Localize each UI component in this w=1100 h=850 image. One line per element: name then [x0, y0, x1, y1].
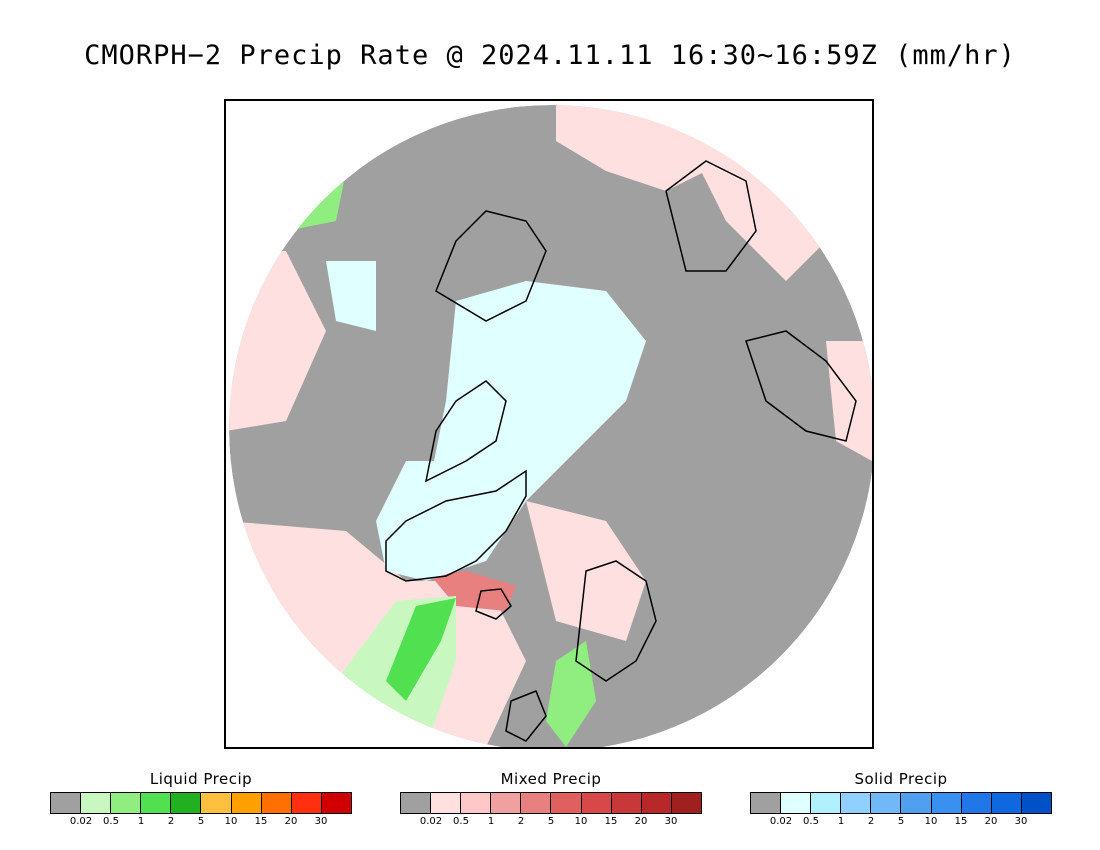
tick-label: 2: [517, 816, 525, 827]
color-swatches: [750, 792, 1052, 814]
swatch-8: [641, 793, 672, 813]
swatch-1: [431, 793, 462, 813]
tick-labels: 0.02 0.5 1 2 5 10 15 20 30: [400, 814, 702, 828]
swatch-1: [781, 793, 812, 813]
liquid-precip-heavy: [386, 598, 456, 701]
swatch-7: [611, 793, 642, 813]
tick-label: 0.02: [69, 816, 93, 827]
swatch-3: [491, 793, 522, 813]
alaska-coast: [435, 210, 547, 322]
swatch-3: [841, 793, 872, 813]
coastlines: [385, 160, 857, 742]
tick-label: 1: [137, 816, 145, 827]
swatch-4: [171, 793, 202, 813]
tick-label: 30: [664, 816, 678, 827]
swatch-6: [231, 793, 262, 813]
tick-label: 0.5: [803, 816, 819, 827]
tick-label: 1: [837, 816, 845, 827]
tick-label: 5: [897, 816, 905, 827]
tick-label: 15: [604, 816, 618, 827]
tick-label: 20: [984, 816, 998, 827]
swatch-4: [871, 793, 902, 813]
tick-label: 20: [634, 816, 648, 827]
legend-liquid: Liquid Precip 0.02 0.5 1 2 5 10 15 20 30: [50, 770, 352, 828]
tick-label: 10: [224, 816, 238, 827]
swatch-6: [931, 793, 962, 813]
swatch-6: [581, 793, 612, 813]
swatch-5: [201, 793, 232, 813]
swatch-5: [901, 793, 932, 813]
arctic-archipelago-coast: [424, 380, 507, 483]
liquid-precip-europe: [546, 641, 596, 747]
british-isles-coast: [505, 690, 547, 742]
swatch-9: [1021, 793, 1051, 813]
tick-label: 1: [487, 816, 495, 827]
swatch-2: [461, 793, 492, 813]
legend-title: Mixed Precip: [500, 770, 602, 788]
chart-title: CMORPH−2 Precip Rate @ 2024.11.11 16:30~…: [84, 40, 1016, 71]
legend-solid: Solid Precip 0.02 0.5 1 2 5 10 15 20 30: [750, 770, 1052, 828]
tick-label: 0.5: [453, 816, 469, 827]
tick-label: 30: [1014, 816, 1028, 827]
tick-label: 20: [284, 816, 298, 827]
tick-label: 2: [867, 816, 875, 827]
swatch-9: [321, 793, 351, 813]
tick-label: 30: [314, 816, 328, 827]
map-disc: [229, 105, 872, 747]
swatch-2: [111, 793, 142, 813]
solid-precip-greenland: [376, 461, 526, 581]
swatch-5: [551, 793, 582, 813]
tick-label: 15: [954, 816, 968, 827]
map-canvas: [229, 105, 872, 747]
tick-labels: 0.02 0.5 1 2 5 10 15 20 30: [750, 814, 1052, 828]
swatch-9: [671, 793, 701, 813]
greenland-coast: [385, 469, 527, 582]
color-swatches: [400, 792, 702, 814]
scandinavia-coast: [575, 560, 657, 682]
tick-label: 10: [574, 816, 588, 827]
mixed-precip-siberia: [826, 341, 872, 461]
tick-label: 5: [197, 816, 205, 827]
polar-precip-map: [224, 99, 874, 749]
tick-label: 0.5: [103, 816, 119, 827]
tick-label: 15: [254, 816, 268, 827]
tick-label: 5: [547, 816, 555, 827]
swatch-2: [811, 793, 842, 813]
siberia-coast: [745, 330, 857, 442]
swatch-7: [961, 793, 992, 813]
legend-title: Liquid Precip: [149, 770, 253, 788]
east-siberia-coast: [665, 160, 757, 272]
swatch-0: [401, 793, 432, 813]
tick-label: 0.02: [419, 816, 443, 827]
tick-label: 2: [167, 816, 175, 827]
tick-label: 0.02: [769, 816, 793, 827]
swatch-8: [291, 793, 322, 813]
iceland-coast: [475, 588, 512, 620]
swatch-1: [81, 793, 112, 813]
legend-mixed: Mixed Precip 0.02 0.5 1 2 5 10 15 20 30: [400, 770, 702, 828]
tick-labels: 0.02 0.5 1 2 5 10 15 20 30: [50, 814, 352, 828]
tick-label: 10: [924, 816, 938, 827]
solid-precip-canada: [326, 261, 376, 331]
swatch-0: [51, 793, 82, 813]
legend-title: Solid Precip: [854, 770, 948, 788]
swatch-4: [521, 793, 552, 813]
swatch-0: [751, 793, 782, 813]
swatch-3: [141, 793, 172, 813]
swatch-8: [991, 793, 1022, 813]
color-swatches: [50, 792, 352, 814]
swatch-7: [261, 793, 292, 813]
